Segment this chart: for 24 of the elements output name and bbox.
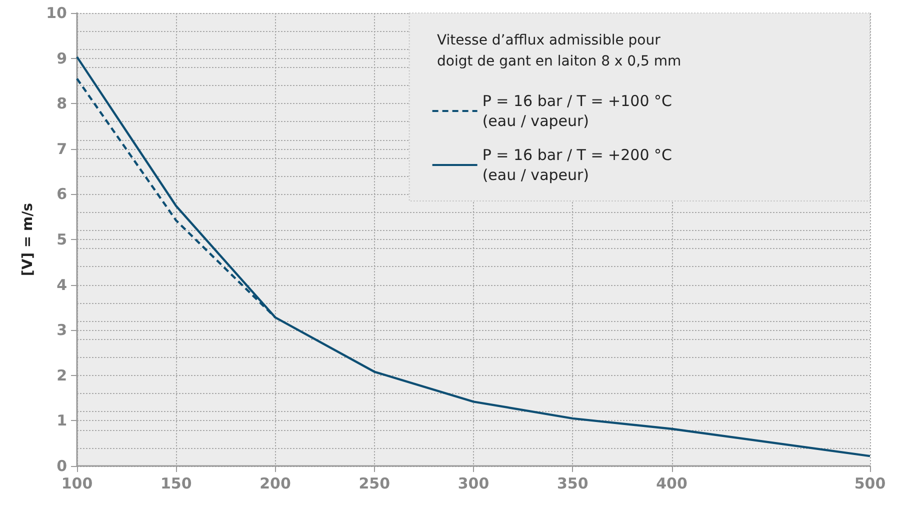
x-tick-label: 200 — [260, 474, 291, 492]
y-tick-label: 1 — [56, 412, 67, 430]
y-tick-label: 8 — [56, 94, 67, 113]
legend-label: P = 16 bar / T = +200 °C (eau / vapeur) — [482, 146, 672, 184]
x-tick-label: 250 — [358, 474, 390, 492]
y-tick-label: 5 — [56, 230, 67, 248]
x-tick-label: 500 — [854, 474, 886, 492]
legend-title: Vitesse d’afflux admissible pour doigt de gant en laiton 8 x 0,5 mm — [437, 32, 682, 70]
x-tick-label: 350 — [556, 474, 588, 492]
y-tick-label: 6 — [56, 185, 67, 204]
legend-label: P = 16 bar / T = +100 °C (eau / vapeur) — [482, 92, 672, 130]
y-tick-label: 2 — [56, 366, 67, 384]
y-axis-title: [V] = m/s — [20, 202, 36, 276]
x-tick-label: 100 — [61, 474, 93, 492]
y-tick-label: 0 — [56, 457, 67, 475]
y-tick-label: 10 — [46, 4, 67, 22]
y-tick-label: 7 — [56, 140, 67, 158]
x-tick-label: 400 — [656, 474, 688, 492]
y-tick-label: 3 — [56, 321, 67, 340]
x-tick-label: 300 — [458, 474, 490, 492]
line-series — [76, 56, 872, 458]
x-tick-label: 150 — [160, 474, 192, 492]
y-tick-label: 9 — [56, 49, 67, 68]
y-tick-label: 4 — [56, 276, 67, 294]
